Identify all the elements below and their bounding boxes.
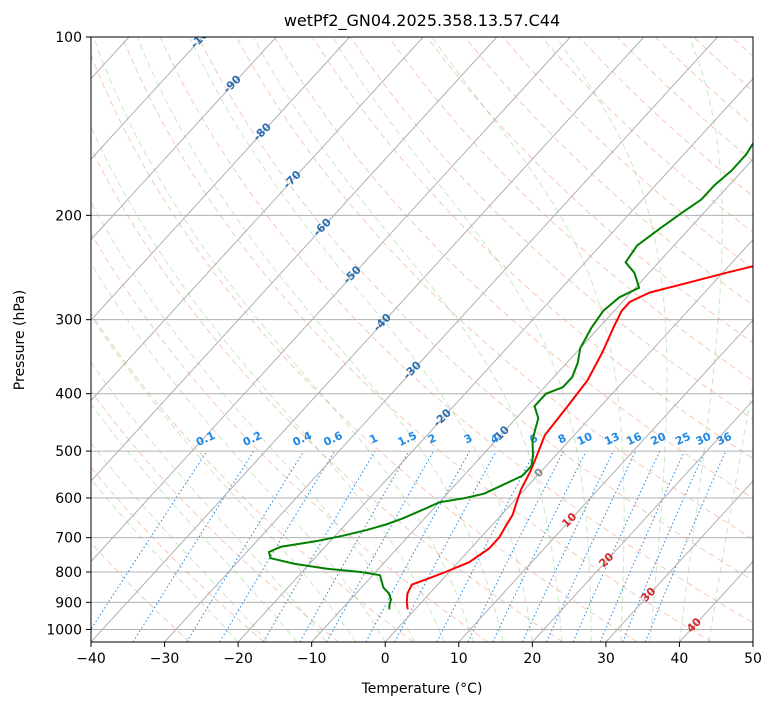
dry-adiabat-line	[426, 37, 753, 344]
dry-adiabat-line	[91, 232, 489, 642]
isotherm-line	[91, 37, 645, 642]
profile-series	[267, 141, 753, 610]
mixing-ratio-line	[219, 450, 336, 642]
y-tick-label: 500	[55, 444, 82, 460]
mixing-ratio-line	[186, 450, 305, 642]
mixing-ratio-line	[622, 450, 706, 642]
mixing-ratio-line	[394, 450, 497, 642]
moist-adiabat-line	[252, 37, 563, 642]
temperature-profile-line	[405, 265, 753, 610]
dry-adiabat-line	[91, 53, 638, 642]
x-tick-label: −10	[297, 651, 327, 667]
moist-adiabat-line	[189, 37, 533, 642]
isotherm-line	[91, 37, 571, 563]
chart-title: wetPf2_GN04.2025.358.13.57.C44	[284, 11, 560, 31]
dry-adiabat-line	[91, 466, 265, 642]
mixing-ratio-line	[599, 450, 685, 642]
x-axis-label: Temperature (°C)	[361, 681, 483, 697]
isotherm-line	[531, 399, 753, 642]
dry-adiabat-lines	[91, 37, 775, 642]
dry-adiabat-line	[159, 37, 753, 624]
isotherm-line	[91, 37, 351, 321]
y-tick-label: 200	[55, 208, 82, 224]
isotherm-line	[311, 158, 753, 642]
dry-adiabat-line	[770, 37, 775, 642]
mixing-ratio-label: 20	[649, 430, 669, 448]
isotherm-line	[91, 37, 498, 482]
x-tick-label: 40	[671, 651, 689, 667]
isotherm-line	[91, 37, 277, 241]
moist-adiabat-line	[91, 125, 445, 642]
dry-adiabat-line	[388, 37, 753, 382]
dry-adiabat-line	[91, 146, 563, 642]
mixing-ratio-line	[572, 450, 661, 642]
mixing-ratio-line	[132, 450, 255, 642]
moist-adiabat-line	[91, 262, 386, 642]
isotherm-line	[237, 77, 753, 642]
moist-adiabat-line	[708, 382, 753, 642]
isobar-gridlines	[91, 37, 753, 630]
x-tick-label: 30	[597, 651, 615, 667]
moist-adiabat-line	[331, 37, 592, 642]
mixing-ratio-lines	[91, 450, 727, 642]
y-tick-label: 600	[55, 491, 82, 507]
moist-adiabat-line	[136, 37, 504, 642]
isotherm-line	[752, 641, 753, 642]
dry-adiabat-line	[91, 541, 191, 642]
mixing-ratio-label: 25	[673, 430, 692, 448]
y-tick-label: 1000	[46, 622, 82, 638]
x-axis-ticks: −40 −30 −20 −10 0 10 20 30 40 50	[76, 642, 762, 667]
isotherm-line	[605, 480, 753, 642]
isotherm-line	[91, 37, 203, 160]
moist-adiabat-line	[555, 37, 668, 642]
y-axis-ticks: 100 200 300 400 500 600 700 800 900 1000	[46, 30, 91, 638]
moist-adiabat-line	[91, 361, 327, 642]
x-tick-label: 10	[450, 651, 468, 667]
moist-adiabat-line	[93, 37, 474, 642]
mixing-ratio-line	[467, 450, 565, 642]
plot-frame	[90, 36, 754, 643]
isotherm-line	[384, 238, 753, 642]
x-tick-label: −30	[150, 651, 180, 667]
isotherm-line	[91, 37, 424, 402]
dry-adiabat-line	[350, 37, 753, 420]
y-tick-label: 400	[55, 387, 82, 403]
y-tick-label: 100	[55, 30, 82, 46]
mixing-ratio-label: 36	[715, 430, 735, 448]
moist-adiabat-line	[431, 37, 625, 642]
mixing-ratio-line	[492, 450, 587, 642]
isotherm-lines	[91, 37, 753, 642]
x-tick-label: 0	[381, 651, 390, 667]
moist-adiabat-line	[91, 314, 357, 642]
mixing-ratio-label: 30	[694, 430, 714, 448]
moist-adiabat-line	[91, 403, 298, 642]
mixing-ratio-label: 10	[575, 430, 595, 448]
x-tick-label: 50	[744, 651, 762, 667]
dry-adiabat-line	[197, 37, 753, 582]
y-tick-label: 900	[55, 595, 82, 611]
y-tick-label: 800	[55, 565, 82, 581]
x-tick-label: −40	[76, 651, 106, 667]
y-tick-label: 700	[55, 531, 82, 547]
mixing-ratio-line	[326, 450, 434, 642]
plot-background	[91, 37, 753, 642]
dry-adiabat-line	[312, 37, 753, 460]
mixing-ratio-label: 16	[624, 430, 644, 448]
moist-adiabat-line	[678, 37, 723, 642]
isotherm-line	[164, 37, 718, 642]
x-tick-label: −20	[223, 651, 253, 667]
x-tick-label: 20	[523, 651, 541, 667]
mixing-ratio-label: 13	[602, 430, 621, 448]
y-axis-label: Pressure (hPa)	[12, 290, 28, 390]
dry-adiabat-line	[273, 37, 753, 499]
y-tick-label: 300	[55, 313, 82, 329]
mixing-ratio-line	[91, 450, 208, 631]
mixing-ratio-line	[365, 450, 471, 642]
dewpoint-profile-line	[267, 141, 753, 610]
isotherm-line	[458, 319, 753, 642]
